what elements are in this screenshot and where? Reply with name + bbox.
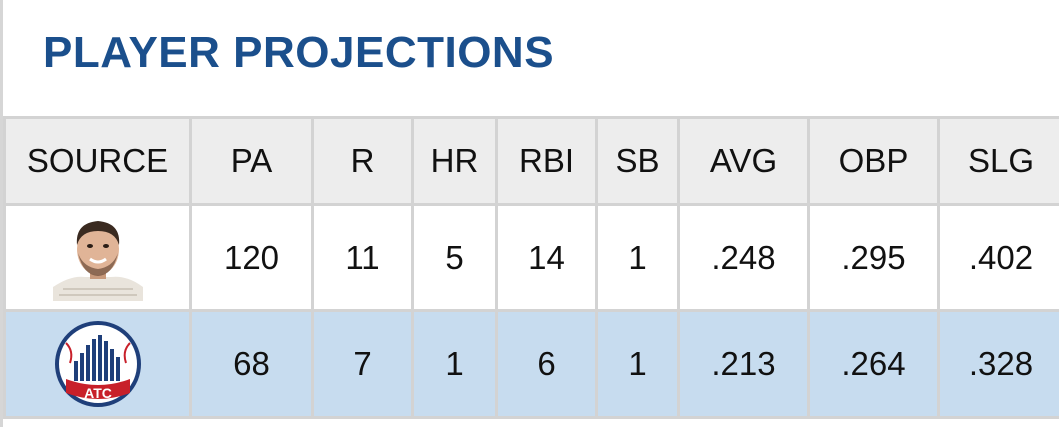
source-cell: [3, 203, 192, 312]
cell-sb: 1: [595, 203, 680, 312]
column-header-hr[interactable]: HR: [411, 116, 498, 206]
column-header-rbi[interactable]: RBI: [495, 116, 598, 206]
column-header-slg[interactable]: SLG: [937, 116, 1059, 206]
cell-pa: 120: [189, 203, 314, 312]
atc-logo-text: ATC: [84, 385, 112, 401]
cell-r: 7: [311, 309, 414, 419]
column-header-source[interactable]: SOURCE: [3, 116, 192, 206]
cell-r: 11: [311, 203, 414, 312]
cell-hr: 1: [411, 309, 498, 419]
cell-slg: .402: [937, 203, 1059, 312]
column-header-avg[interactable]: AVG: [677, 116, 810, 206]
source-cell: ATC: [3, 309, 192, 419]
person-avatar-icon[interactable]: [52, 214, 143, 301]
cell-hr: 5: [411, 203, 498, 312]
page-title: PLAYER PROJECTIONS: [43, 28, 555, 77]
column-header-sb[interactable]: SB: [595, 116, 680, 206]
cell-obp: .264: [807, 309, 940, 419]
table-row: 120 11 5 14 1 .248 .295 .402: [3, 203, 1059, 312]
projections-table: SOURCE PA R HR RBI SB AVG OBP SLG: [3, 116, 1059, 419]
cell-rbi: 6: [495, 309, 598, 419]
cell-sb: 1: [595, 309, 680, 419]
table-row: ATC 68 7 1 6 1 .213 .264 .328: [3, 309, 1059, 419]
cell-slg: .328: [937, 309, 1059, 419]
cell-obp: .295: [807, 203, 940, 312]
column-header-obp[interactable]: OBP: [807, 116, 940, 206]
column-header-pa[interactable]: PA: [189, 116, 314, 206]
column-header-r[interactable]: R: [311, 116, 414, 206]
cell-avg: .248: [677, 203, 810, 312]
cell-avg: .213: [677, 309, 810, 419]
cell-rbi: 14: [495, 203, 598, 312]
cell-pa: 68: [189, 309, 314, 419]
header-row: SOURCE PA R HR RBI SB AVG OBP SLG: [3, 116, 1059, 206]
atc-logo-icon[interactable]: ATC: [52, 321, 144, 407]
